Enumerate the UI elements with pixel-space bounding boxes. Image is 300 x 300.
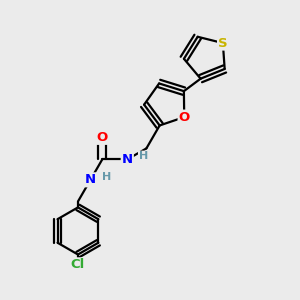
Text: S: S [218,37,228,50]
Text: Cl: Cl [71,258,85,271]
Text: H: H [102,172,111,182]
Text: H: H [139,152,148,161]
Text: O: O [97,131,108,144]
Text: O: O [178,111,190,124]
Text: N: N [85,173,96,186]
Text: N: N [122,153,133,166]
